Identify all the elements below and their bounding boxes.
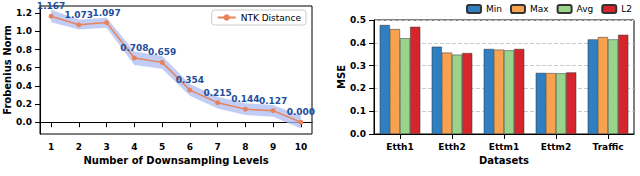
svg-text:0.8: 0.8 <box>16 45 32 55</box>
svg-text:2: 2 <box>76 142 82 152</box>
svg-text:Avg: Avg <box>577 4 594 14</box>
svg-text:6: 6 <box>187 142 193 152</box>
svg-text:0.0: 0.0 <box>16 117 32 127</box>
svg-text:1.097: 1.097 <box>92 8 120 18</box>
svg-text:0.3: 0.3 <box>350 61 366 71</box>
svg-text:0.708: 0.708 <box>120 43 148 53</box>
svg-text:0.659: 0.659 <box>148 47 176 57</box>
svg-text:1.073: 1.073 <box>65 10 93 20</box>
svg-text:1: 1 <box>48 142 54 152</box>
svg-text:0.0: 0.0 <box>350 129 366 139</box>
svg-text:0.1: 0.1 <box>350 106 366 116</box>
svg-text:0.215: 0.215 <box>203 88 231 98</box>
svg-text:Ettm2: Ettm2 <box>541 142 571 152</box>
svg-text:8: 8 <box>242 142 248 152</box>
svg-text:0.6: 0.6 <box>16 63 32 73</box>
svg-text:7: 7 <box>214 142 220 152</box>
svg-text:3: 3 <box>103 142 109 152</box>
svg-text:5: 5 <box>159 142 165 152</box>
svg-text:9: 9 <box>270 142 276 152</box>
svg-text:Frobenius Norm: Frobenius Norm <box>2 25 13 115</box>
svg-text:Max: Max <box>530 4 549 14</box>
svg-text:L2: L2 <box>621 4 632 14</box>
svg-text:0.5: 0.5 <box>350 15 366 25</box>
svg-text:Traffic: Traffic <box>592 142 623 152</box>
svg-text:Ettm1: Ettm1 <box>489 142 519 152</box>
svg-text:0.4: 0.4 <box>350 38 366 48</box>
svg-text:1.167: 1.167 <box>37 1 65 11</box>
svg-text:Number of Downsampling Levels: Number of Downsampling Levels <box>83 155 268 166</box>
svg-text:0.000: 0.000 <box>287 107 315 117</box>
svg-text:1.0: 1.0 <box>16 26 32 36</box>
svg-text:0.2: 0.2 <box>350 83 366 93</box>
svg-text:Etth2: Etth2 <box>438 142 465 152</box>
svg-text:0.144: 0.144 <box>231 94 259 104</box>
svg-text:Min: Min <box>486 4 502 14</box>
svg-text:0.4: 0.4 <box>16 81 32 91</box>
svg-text:Etth1: Etth1 <box>386 142 413 152</box>
svg-text:Datasets: Datasets <box>479 155 529 166</box>
svg-text:0.354: 0.354 <box>176 75 204 85</box>
svg-text:0.127: 0.127 <box>259 96 287 106</box>
svg-text:1.2: 1.2 <box>16 8 32 18</box>
svg-text:NTK Distance: NTK Distance <box>241 13 302 23</box>
svg-text:10: 10 <box>295 142 308 152</box>
svg-text:4: 4 <box>131 142 137 152</box>
svg-text:0.2: 0.2 <box>16 99 32 109</box>
svg-text:MSE: MSE <box>336 65 347 89</box>
